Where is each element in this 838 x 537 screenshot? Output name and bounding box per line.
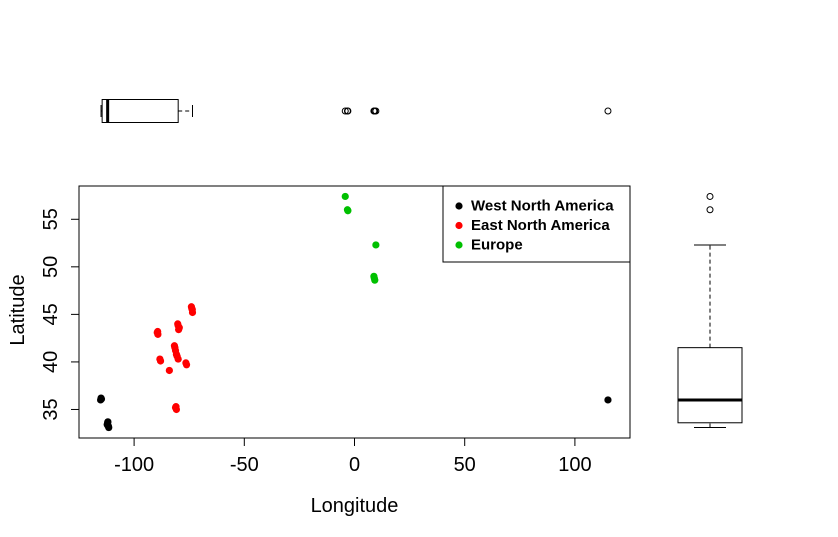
y-tick-label: 55: [40, 208, 62, 230]
data-point: [170, 342, 179, 350]
y-tick-label: 40: [40, 351, 62, 373]
x-tick-label: -50: [230, 454, 259, 476]
data-point: [341, 192, 349, 201]
x-axis-label: Longitude: [311, 495, 399, 517]
legend-marker: [455, 202, 463, 210]
y-axis: 35 40 45 50 55: [40, 208, 80, 421]
data-point: [165, 366, 173, 375]
y-tick-label: 45: [40, 303, 62, 325]
x-tick-label: -100: [114, 454, 154, 476]
boxplot-box: [677, 347, 743, 424]
data-point: [344, 207, 352, 215]
data-point: [171, 403, 180, 412]
data-point: [188, 305, 196, 313]
data-points: [96, 192, 612, 432]
legend: West North America East North America Euro…: [442, 185, 631, 263]
data-point: [156, 355, 164, 363]
data-point: [372, 241, 380, 249]
data-point: [154, 327, 162, 336]
data-point: [370, 272, 378, 280]
boxplot-outlier: [372, 107, 380, 115]
x-tick-label: 100: [558, 454, 591, 476]
latitude-boxplot: [677, 192, 743, 429]
y-tick-label: 35: [40, 398, 62, 420]
y-tick-label: 50: [40, 256, 62, 278]
x-tick-label: 50: [454, 454, 476, 476]
data-point: [175, 325, 183, 334]
legend-label: West North America: [471, 198, 614, 215]
data-point: [172, 350, 181, 358]
boxplot-outlier: [706, 206, 714, 214]
plot-area: -100 -50 0 50 100 35 40 45 50 55 Longitude Latit…: [7, 185, 631, 517]
x-tick-label: 0: [349, 454, 360, 476]
data-point: [604, 396, 612, 404]
boxplot-outlier: [604, 107, 612, 115]
longitude-boxplot: [100, 99, 612, 123]
boxplot-outlier: [341, 107, 349, 115]
boxplot-outlier: [706, 192, 714, 200]
data-point: [104, 422, 113, 431]
y-axis-label: Latitude: [7, 274, 29, 345]
legend-label: East North America: [471, 217, 610, 234]
boxplot-box: [101, 99, 179, 123]
legend-marker: [455, 241, 463, 249]
legend-marker: [455, 221, 463, 230]
data-point: [174, 320, 182, 328]
data-point: [182, 361, 191, 369]
boxplot-outlier: [344, 107, 352, 115]
legend-label: Europe: [471, 237, 523, 254]
data-point: [97, 395, 106, 403]
legend-box: [442, 185, 631, 263]
x-axis: -100 -50 0 50 100: [114, 437, 592, 476]
